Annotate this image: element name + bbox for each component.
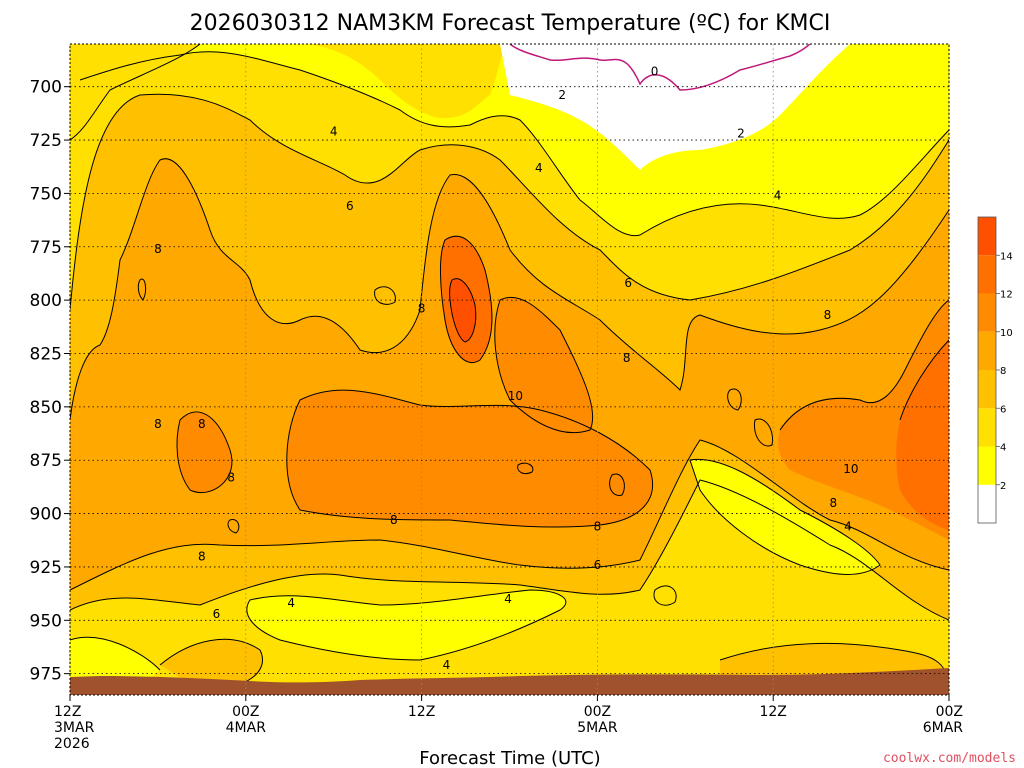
contour-label: 2	[737, 127, 745, 141]
colorbar-swatch	[978, 370, 996, 409]
x-tick-label: 00Z	[584, 704, 611, 720]
colorbar-swatch	[978, 446, 996, 485]
contour-label: 8	[154, 417, 162, 431]
x-tick-label: 12Z	[54, 704, 81, 720]
colorbar-label: 4	[1000, 443, 1006, 454]
contour-label: 6	[624, 276, 632, 290]
fill-band-10-12-a	[177, 411, 232, 493]
fill-6-8-bottom-left	[160, 639, 263, 690]
contour-label: 6	[346, 199, 354, 213]
x-tick-label: 12Z	[759, 704, 786, 720]
x-tick-label: 12Z	[408, 704, 435, 720]
contour-label: 8	[829, 496, 837, 510]
contour-freezing-line	[509, 44, 811, 91]
contour-label: 8	[227, 470, 235, 484]
x-tick-date: 3MAR	[54, 720, 95, 736]
plot-area	[70, 44, 949, 695]
colorbar-label: 8	[1000, 366, 1006, 377]
fill-band-14-plus	[449, 278, 476, 342]
contour-label: 4	[535, 161, 543, 175]
contour-label: 4	[504, 592, 512, 606]
colorbar-swatch	[978, 255, 996, 294]
colorbar-legend: 2 4 6 8 10 12 14	[977, 216, 1013, 524]
y-tick-label: 900	[30, 505, 62, 525]
contour-label: 10	[843, 462, 858, 476]
y-tick-label: 700	[30, 78, 62, 98]
contour-label: 8	[198, 417, 206, 431]
colorbar-label: 12	[1000, 290, 1013, 301]
y-tick-label: 775	[30, 238, 62, 258]
colorbar-label: 2	[1000, 481, 1006, 492]
y-tick-label: 725	[30, 131, 62, 151]
y-tick-label: 800	[30, 291, 62, 311]
fill-upper-4-6-topleft	[70, 44, 200, 140]
contour-lines	[70, 44, 949, 691]
x-tick-date: 6MAR	[923, 720, 964, 736]
colorbar-swatch	[978, 408, 996, 447]
ground-surface	[70, 668, 949, 695]
colorbar-label: 10	[1000, 328, 1013, 339]
y-tick-label: 825	[30, 344, 62, 364]
y-tick-label: 850	[30, 398, 62, 418]
contour-label: 4	[287, 596, 295, 610]
colorbar-label: 14	[1000, 251, 1013, 262]
fill-band-10-12-c	[494, 297, 593, 433]
contour-label: 8	[594, 519, 602, 533]
y-tick-label: 875	[30, 451, 62, 471]
contour-label: 8	[390, 513, 398, 527]
chart-title: 2026030312 NAM3KM Forecast Temperature (…	[190, 11, 831, 36]
y-axis: 700 725 750 775 800 825 850 875 900 925 950 975	[30, 78, 70, 685]
x-tick-date: 4MAR	[226, 720, 267, 736]
contour-label: 6	[213, 607, 221, 621]
contour-label: 4	[844, 519, 852, 533]
x-tick-label: 00Z	[936, 704, 963, 720]
colorbar-swatch	[978, 331, 996, 370]
contour-label: 8	[154, 242, 162, 256]
plot-frame	[69, 43, 950, 696]
contour-label: 8	[418, 302, 426, 316]
y-tick-label: 925	[30, 558, 62, 578]
fill-band-12-14-b	[896, 340, 949, 530]
contour-label: 4	[330, 125, 338, 139]
y-tick-label: 750	[30, 184, 62, 204]
colorbar-swatch	[978, 217, 996, 256]
x-axis-label: Forecast Time (UTC)	[419, 748, 600, 768]
contour-label: 10	[508, 389, 523, 403]
x-tick-label: 00Z	[232, 704, 259, 720]
colorbar-swatch	[978, 484, 996, 523]
credit-link[interactable]: coolwx.com/models	[883, 751, 1016, 766]
x-tick-date: 5MAR	[577, 720, 618, 736]
fill-lower-2-4-mid	[246, 590, 566, 660]
contour-label: 6	[594, 558, 602, 572]
y-tick-label: 950	[30, 611, 62, 631]
contour-label: 2	[558, 88, 566, 102]
y-tick-label: 975	[30, 665, 62, 685]
x-tick-year: 2026	[54, 736, 90, 752]
contour-label: 4	[774, 189, 782, 203]
fill-below-2	[500, 44, 850, 170]
colorbar-label: 6	[1000, 404, 1006, 415]
colorbar-swatch	[978, 293, 996, 332]
contour-label: 4	[443, 658, 451, 672]
contour-label: 0	[651, 65, 659, 79]
contour-label: 8	[623, 351, 631, 365]
contour-label: 8	[824, 308, 832, 322]
contour-label: 8	[198, 549, 206, 563]
